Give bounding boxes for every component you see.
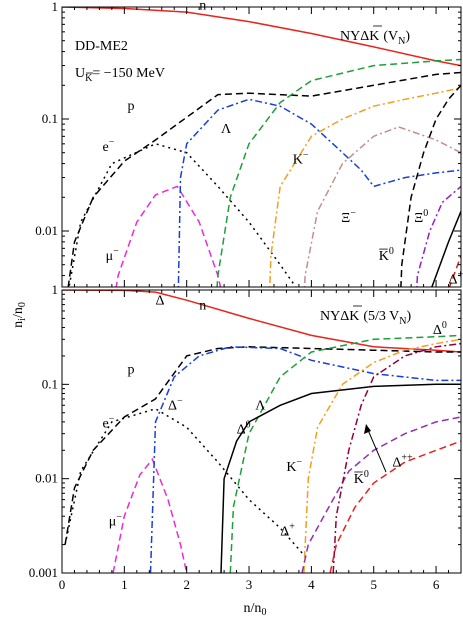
series-line-6 bbox=[216, 58, 461, 287]
lower-panel-curves bbox=[62, 290, 461, 573]
curve-label-6: Λ bbox=[221, 122, 232, 137]
curve-label-7: Δ0 bbox=[237, 420, 251, 438]
upper-panel-ticks: 0.01 0.1 1 bbox=[35, 0, 461, 287]
series-line-1 bbox=[62, 290, 461, 353]
series-line-10 bbox=[416, 185, 461, 287]
upper-panel-curve-labels: n p e− μ− Δ− Λ K− Ξ− K0 Ξ0 Δ0 Δ++ bbox=[103, 0, 463, 338]
curve-label-3: e− bbox=[103, 137, 115, 155]
curve-label-2: p bbox=[128, 99, 135, 114]
series-line-8 bbox=[303, 338, 461, 573]
series-line-3 bbox=[68, 143, 297, 287]
series-line-12 bbox=[448, 255, 461, 287]
y-tick-label: 0.01 bbox=[35, 471, 58, 486]
curve-label-9: Δ+ bbox=[280, 522, 295, 540]
upper-panel-curves bbox=[62, 7, 461, 287]
curve-label-7: K− bbox=[293, 150, 309, 168]
kbar0-pointer-head bbox=[364, 424, 371, 434]
curve-label-11: Δ0 bbox=[433, 320, 447, 338]
series-line-8 bbox=[303, 126, 461, 287]
y-tick-label: 0.01 bbox=[35, 223, 58, 238]
series-line-3 bbox=[64, 407, 306, 557]
series-line-7 bbox=[220, 383, 461, 573]
series-line-5 bbox=[177, 98, 461, 287]
kbar0-pointer-arrow bbox=[367, 429, 387, 473]
series-line-4 bbox=[112, 457, 188, 573]
x-tick-label: 4 bbox=[308, 577, 315, 592]
model-name-label: DD-ME2 bbox=[75, 39, 128, 54]
y-tick-label: 0.1 bbox=[42, 111, 58, 126]
curve-label-8: K− bbox=[286, 457, 302, 475]
y-tick-label: 0.1 bbox=[42, 376, 58, 391]
y-tick-label: 0.001 bbox=[29, 565, 58, 580]
series-line-9 bbox=[301, 416, 461, 573]
curve-label-6: Λ bbox=[255, 399, 266, 414]
curve-label-8: Ξ− bbox=[341, 208, 356, 226]
y-tick-label: 1 bbox=[52, 0, 59, 14]
curve-label-4: Δ− bbox=[168, 396, 183, 414]
curve-label-9: K0 bbox=[379, 246, 394, 264]
series-line-9 bbox=[400, 84, 461, 287]
curve-label-11: Δ++ bbox=[392, 452, 413, 470]
upper-panel: n p e− μ− Δ− Λ K− Ξ− K0 Ξ0 Δ0 Δ++ 0.01 0.1 1 DD-ME2 U… bbox=[35, 0, 463, 338]
x-tick-label: 1 bbox=[121, 577, 128, 592]
curve-label-1: n bbox=[199, 299, 206, 314]
lower-panel-frame bbox=[61, 289, 462, 574]
series-line-1 bbox=[62, 7, 461, 67]
curve-label-10: K0 bbox=[354, 469, 369, 487]
series-line-11 bbox=[431, 211, 461, 287]
series-line-6 bbox=[229, 334, 461, 573]
y-tick-label: 1 bbox=[52, 282, 59, 297]
series-line-2 bbox=[64, 346, 461, 545]
curve-label-10: Ξ0 bbox=[414, 208, 428, 226]
x-tick-label: 5 bbox=[370, 577, 377, 592]
x-axis-title: n/n0 bbox=[244, 601, 267, 617]
x-tick-label: 0 bbox=[59, 577, 66, 592]
curve-label-5: μ− bbox=[109, 511, 123, 529]
upper-panel-frame bbox=[61, 6, 462, 288]
series-line-11 bbox=[329, 440, 461, 573]
curve-label-3: e− bbox=[103, 413, 115, 431]
series-line-5 bbox=[149, 346, 461, 573]
curve-label-4: μ− bbox=[106, 246, 120, 264]
curve-label-12: Δ++ bbox=[449, 270, 463, 288]
lower-panel: n p e− Δ− μ− Λ Δ0 K− Δ+ K0 Δ++ 0 1 2 3 4 5 6 0.001 0.01 0.1… bbox=[29, 282, 462, 592]
lower-composition-label: NYΔK (5/3 VN) bbox=[320, 309, 412, 327]
x-tick-label: 2 bbox=[183, 577, 190, 592]
series-line-10 bbox=[332, 342, 461, 573]
series-line-4 bbox=[115, 185, 222, 287]
series-line-7 bbox=[269, 87, 461, 287]
upper-composition-label: NYΔK (VN) bbox=[340, 29, 410, 47]
y-axis-title: ni/n0 bbox=[11, 302, 28, 328]
x-tick-label: 6 bbox=[433, 577, 440, 592]
curve-label-5: Δ− bbox=[156, 291, 171, 309]
lower-panel-curve-labels: n p e− Δ− μ− Λ Δ0 K− Δ+ K0 Δ++ bbox=[103, 299, 414, 540]
curve-label-2: p bbox=[128, 363, 135, 378]
series-line-2 bbox=[67, 71, 461, 287]
x-tick-label: 3 bbox=[246, 577, 253, 592]
potential-label: UK= −150 MeV bbox=[75, 66, 165, 84]
